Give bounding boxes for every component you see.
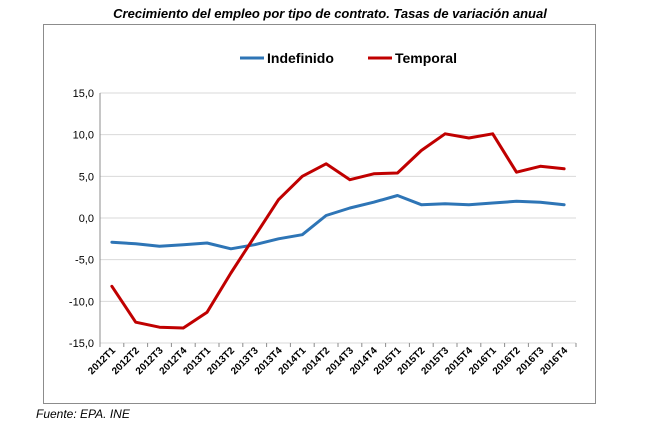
legend-label-indefinido: Indefinido (267, 50, 334, 66)
y-tick-label: 10,0 (73, 130, 94, 142)
chart-frame (43, 24, 596, 404)
y-tick-label: 0,0 (79, 213, 94, 225)
legend-label-temporal: Temporal (395, 50, 457, 66)
source-note: Fuente: EPA. INE (36, 407, 130, 421)
y-tick-label: 15,0 (73, 88, 94, 100)
series-line-temporal (110, 132, 566, 330)
y-tick-label: -15,0 (69, 338, 94, 350)
y-tick-label: 5,0 (79, 171, 94, 183)
chart-title: Crecimiento del empleo por tipo de contr… (113, 6, 547, 21)
y-tick-label: -10,0 (69, 296, 94, 308)
series-line-indefinido (110, 194, 566, 251)
y-tick-label: -5,0 (75, 255, 94, 267)
x-tick-label: 2016T4 (538, 345, 570, 377)
